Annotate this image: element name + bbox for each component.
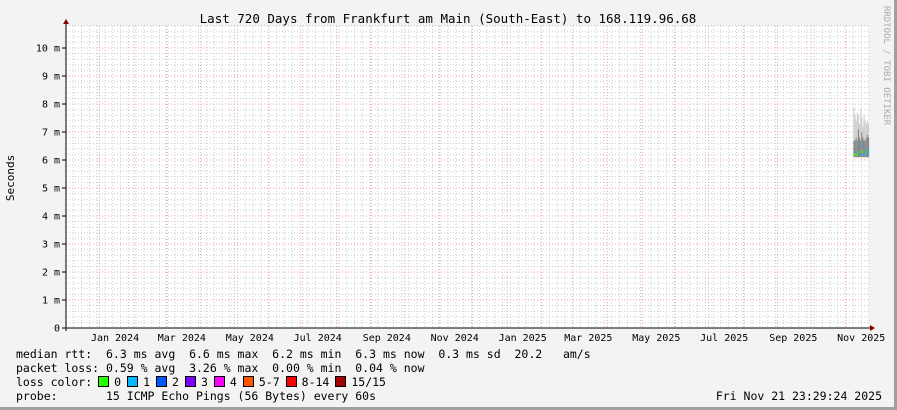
smoke-core <box>856 140 858 158</box>
smoke-core <box>864 140 866 158</box>
y-axis-label: Seconds <box>4 155 17 201</box>
median-point <box>867 150 870 154</box>
legend-probe: probe: 15 ICMP Echo Pings (56 Bytes) eve… <box>16 389 377 403</box>
loss-swatch-7 <box>335 376 347 387</box>
x-tick-label: May 2025 <box>632 333 680 344</box>
smoke-band <box>864 120 866 158</box>
x-tick-label: May 2024 <box>226 333 274 344</box>
y-tick-label: 4 m <box>42 212 60 223</box>
loss-label-5: 5-7 <box>258 375 280 389</box>
loss-label-0: 0 <box>114 375 122 389</box>
loss-label-2: 2 <box>172 375 179 389</box>
loss-swatch-2 <box>156 376 168 387</box>
rrdtool-watermark: RRDTOOL / TOBI OETIKER <box>881 6 891 126</box>
y-tick-label: 7 m <box>42 128 60 139</box>
smoke-core <box>863 140 865 158</box>
legend-packet-loss: packet loss: 0.59 % avg 3.26 % max 0.00 … <box>16 361 425 375</box>
x-axis-arrow <box>870 325 875 331</box>
y-tick-label: 1 m <box>42 296 60 307</box>
median-point <box>863 153 865 156</box>
smoke-core <box>862 137 864 158</box>
smoke-core <box>854 140 856 158</box>
loss-label-7: 15/15 <box>351 375 386 389</box>
smoke-core <box>855 137 857 158</box>
median-point <box>866 147 868 151</box>
legend-median-rtt: median rtt: 6.3 ms avg 6.6 ms max 6.2 ms… <box>16 347 591 361</box>
loss-swatch-6 <box>285 376 297 387</box>
smoke-band <box>860 109 862 158</box>
loss-label-3: 3 <box>200 375 208 389</box>
smoke-core <box>860 140 862 158</box>
median-point <box>859 150 861 154</box>
x-tick-label: Jan 2024 <box>91 333 139 344</box>
legend-timestamp: Fri Nov 21 23:29:24 2025 <box>715 389 882 403</box>
loss-swatch-1 <box>127 376 139 387</box>
smoke-core <box>853 140 855 158</box>
x-tick-label: Nov 2024 <box>431 333 479 344</box>
median-point <box>864 153 866 156</box>
median-point <box>861 145 863 148</box>
loss-swatch-3 <box>184 376 196 387</box>
median-point <box>865 150 867 154</box>
median-point <box>853 153 855 156</box>
y-tick-label: 2 m <box>42 268 60 279</box>
median-point <box>857 142 860 145</box>
x-tick-label: Sep 2025 <box>769 333 817 344</box>
loss-label-1: 1 <box>143 375 151 389</box>
x-tick-label: Jul 2024 <box>294 333 342 344</box>
y-tick-label: 5 m <box>42 184 60 195</box>
smoke-core <box>866 134 868 158</box>
loss-swatch-4 <box>213 376 225 387</box>
smoke-core <box>865 137 867 158</box>
smoke-core <box>867 137 870 158</box>
x-tick-label: Jul 2025 <box>700 333 748 344</box>
x-tick-label: Nov 2025 <box>837 333 885 344</box>
smoke-band <box>856 112 858 158</box>
smoke-band <box>854 115 856 158</box>
y-tick-label: 9 m <box>42 72 60 83</box>
legend-loss-color: loss color: 0 1 2 3 4 5-7 8-14 15/15 <box>16 375 386 389</box>
loss-swatch-5 <box>242 376 254 387</box>
y-axis-arrow <box>63 19 69 24</box>
chart-title: Last 720 Days from Frankfurt am Main (So… <box>200 11 697 26</box>
y-tick-label: 3 m <box>42 240 60 251</box>
median-point <box>856 153 858 156</box>
smoke-core <box>861 132 863 158</box>
x-tick-label: Jan 2025 <box>499 333 547 344</box>
x-tick-label: Mar 2024 <box>158 333 206 344</box>
smoke-core <box>859 137 861 158</box>
y-tick-label: 10 m <box>36 44 60 55</box>
smoke-band <box>863 115 865 158</box>
median-point <box>862 150 864 154</box>
median-point <box>854 153 856 156</box>
smoke-band <box>853 106 855 158</box>
loss-label-6: 8-14 <box>301 375 330 389</box>
median-point <box>855 150 857 154</box>
x-tick-label: Mar 2025 <box>564 333 612 344</box>
loss-label-4: 4 <box>229 375 237 389</box>
y-tick-label: 8 m <box>42 100 60 111</box>
loss-swatch-0 <box>98 376 110 387</box>
y-tick-label: 6 m <box>42 156 60 167</box>
median-point <box>860 153 862 156</box>
x-tick-label: Sep 2024 <box>363 333 411 344</box>
y-tick-label: 0 <box>54 324 60 335</box>
loss-color-label: loss color: <box>16 375 93 389</box>
